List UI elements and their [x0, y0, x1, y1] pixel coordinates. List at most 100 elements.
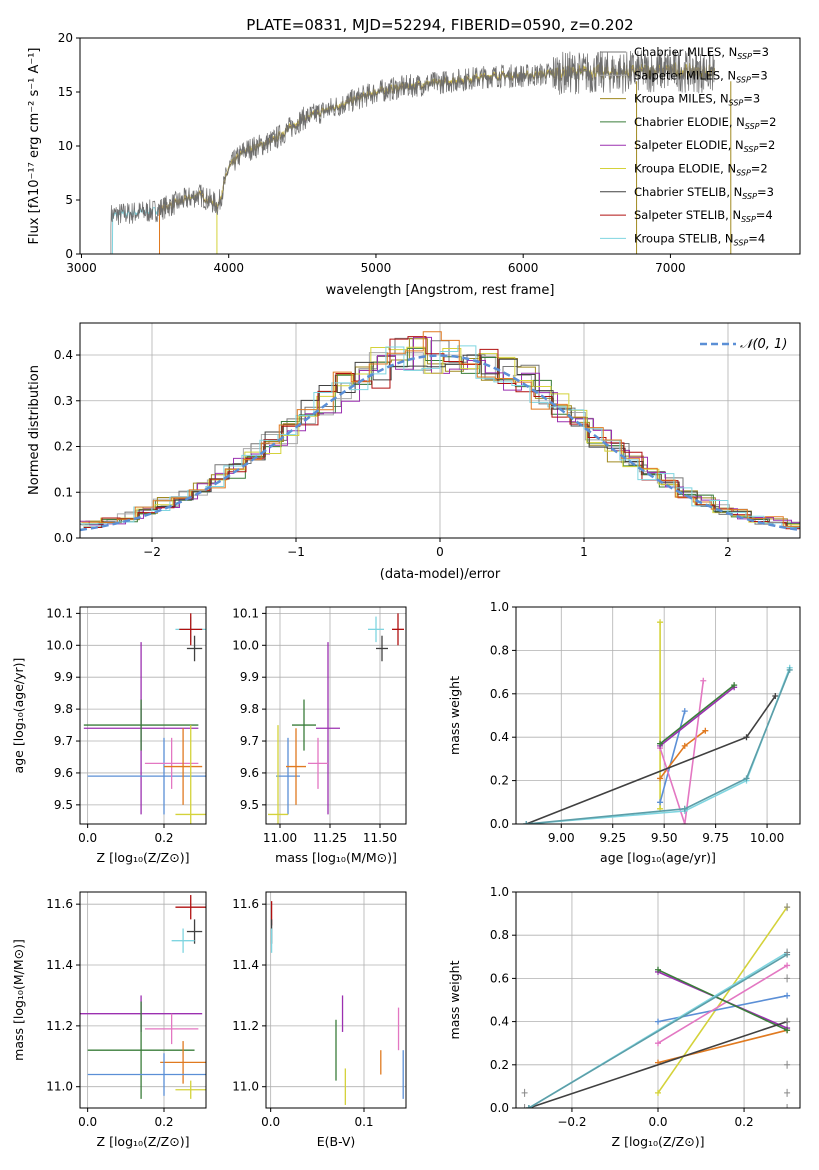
mass-weight-marker [655, 1018, 661, 1025]
mass-weight-line [659, 686, 735, 747]
panel-ylabel: mass [log₁₀(M/M⊙)] [11, 939, 26, 1061]
errorbar-point [316, 642, 340, 815]
legend-label-suffix: =4 [756, 208, 773, 222]
panel-xlabel: age [log₁₀(age/yr)] [600, 850, 716, 865]
legend-label-sub: SSP [734, 238, 749, 247]
panel-xlabel: Z [log₁₀(Z/Z⊙)] [97, 850, 190, 865]
panel-xlabel: Z [log₁₀(Z/Z⊙)] [97, 1134, 190, 1149]
legend-label-suffix: =3 [743, 92, 760, 106]
y-tick-label: 11.0 [46, 1080, 73, 1094]
errorbar-point [186, 635, 203, 662]
errorbar-point [175, 1080, 206, 1099]
panel-xlabel: Z [log₁₀(Z/Z⊙)] [612, 1134, 705, 1149]
errorbar-point [87, 737, 206, 815]
mass-vs-metallicity-panel: 0.0 0.2 11.0 11.2 11.4 11.6 Z [log₁₀(Z/Z⊙)] mas… [11, 891, 207, 1149]
y-tick-label: 10.1 [46, 606, 73, 620]
x-tick-label: −1 [287, 545, 305, 559]
x-tick-label: 2 [724, 545, 732, 559]
x-tick-label: 9.75 [702, 831, 729, 845]
x-tick-label: 0.2 [735, 1115, 754, 1129]
age-vs-metallicity-panel: 0.0 0.2 9.5 9.6 9.7 9.8 9.9 10.0 10.1 Z [log₁₀(Z/… [11, 606, 207, 865]
model-spectrum-line [159, 62, 715, 254]
y-tick-label: 0.8 [490, 643, 509, 657]
z-marker [784, 1104, 791, 1108]
normal-curve [79, 354, 801, 532]
x-tick-label: 4000 [213, 261, 244, 275]
mass-weight-marker [702, 727, 709, 734]
x-tick-label: 0.0 [261, 1115, 280, 1129]
mass-weight-marker [655, 1089, 661, 1096]
spectrum-xlabel: wavelength [Angstrom, rest frame] [326, 283, 555, 298]
mass-weight-line [528, 953, 788, 1108]
legend-label: Salpeter MILES, NSSP=3 [634, 68, 768, 84]
residual-xlabel: (data-model)/error [380, 567, 501, 582]
mass-weight-line [526, 669, 791, 824]
legend-label-suffix: =3 [752, 45, 769, 59]
y-tick-label: 10.0 [46, 638, 73, 652]
mass-weight-marker [655, 966, 661, 973]
mass-weight-marker [700, 677, 707, 684]
mass-weight-marker [525, 1105, 532, 1108]
errorbar-point [83, 699, 199, 751]
y-tick-label: 0 [65, 247, 73, 261]
z-marker [521, 1104, 528, 1108]
spectrum-ylabel: Flux [fλ10⁻¹⁷ erg cm⁻² s⁻¹ A⁻¹] [27, 48, 42, 245]
model-spectrum-line [162, 64, 715, 214]
errorbar-point [376, 635, 388, 662]
mass-weight-vs-age-panel: 9.00 9.25 9.50 9.75 10.00 0.0 0.2 0.4 0.6 0.8 1.0 a… [447, 600, 801, 865]
y-tick-label: 0.4 [490, 1015, 509, 1029]
y-tick-label: 11.4 [46, 958, 73, 972]
mass-weight-line [657, 969, 788, 1031]
mass-weight-marker [657, 799, 664, 806]
mass-weight-marker [657, 775, 664, 782]
legend-label-text: Chabrier STELIB, N [634, 185, 742, 199]
mass-weight-marker [523, 821, 530, 824]
y-tick-label: 11.4 [232, 958, 259, 972]
y-tick-label: 0.2 [490, 1058, 509, 1072]
y-tick-label: 0.4 [490, 730, 509, 744]
model-spectrum-line [162, 62, 715, 211]
x-tick-label: 3000 [66, 261, 97, 275]
x-tick-label: 0.2 [154, 1115, 173, 1129]
legend-label-text: Kroupa STELIB, N [634, 231, 734, 245]
mass-weight-marker [655, 1040, 661, 1047]
errorbar-point [308, 737, 328, 789]
mass-weight-marker [772, 692, 779, 699]
residual-frame [79, 322, 801, 539]
mass-weight-marker [681, 805, 688, 812]
y-tick-label: 9.9 [240, 670, 259, 684]
errorbar-point [392, 613, 404, 646]
x-tick-label: 0.0 [78, 1115, 97, 1129]
legend-label-sub: SSP [736, 169, 751, 178]
legend-label-sub: SSP [744, 145, 759, 154]
y-tick-label: 11.0 [232, 1080, 259, 1094]
residual-panel: −2 −1 0 1 2 0.0 0.1 0.2 0.3 0.4 (data-model)/erro… [27, 322, 801, 582]
legend-label-sub: SSP [741, 215, 756, 224]
y-tick-label: 9.5 [54, 798, 73, 812]
model-spectrum-line [162, 64, 715, 213]
spectrum-title: PLATE=0831, MJD=52294, FIBERID=0590, z=0… [246, 16, 633, 34]
x-tick-label: 1 [580, 545, 588, 559]
y-tick-label: 1.0 [490, 600, 509, 614]
y-tick-label: 11.2 [46, 1019, 73, 1033]
y-tick-label: 10 [58, 139, 73, 153]
legend-label: Chabrier MILES, NSSP=3 [634, 45, 769, 61]
legend-label-text: Kroupa MILES, N [634, 92, 729, 106]
mass-weight-line [526, 695, 776, 824]
panel-frame [515, 606, 801, 825]
legend-label: Kroupa ELODIE, NSSP=2 [634, 162, 768, 178]
mass-weight-marker [743, 734, 750, 741]
y-tick-label: 0.8 [490, 928, 509, 942]
y-tick-label: 0.6 [490, 687, 509, 701]
mass-weight-marker [784, 1027, 791, 1034]
y-tick-label: 9.7 [240, 734, 259, 748]
spectrum-panel: PLATE=0831, MJD=52294, FIBERID=0590, z=0… [27, 16, 801, 298]
y-tick-label: 9.5 [240, 798, 259, 812]
y-tick-label: 9.6 [54, 766, 73, 780]
errorbar-point [171, 928, 195, 953]
residual-ylabel: Normed distribution [27, 365, 42, 495]
y-tick-label: 9.8 [54, 702, 73, 716]
x-tick-label: 10.00 [750, 831, 784, 845]
y-tick-label: 1.0 [490, 885, 509, 899]
